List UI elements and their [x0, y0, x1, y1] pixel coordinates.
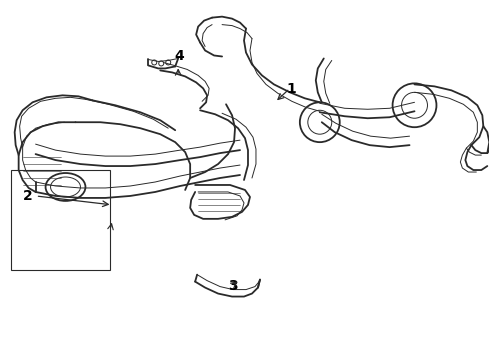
Text: 1: 1 — [287, 82, 296, 95]
Bar — [11, 170, 110, 270]
Text: 4: 4 — [174, 49, 184, 63]
Text: 2: 2 — [23, 189, 32, 203]
Text: 3: 3 — [228, 279, 238, 293]
